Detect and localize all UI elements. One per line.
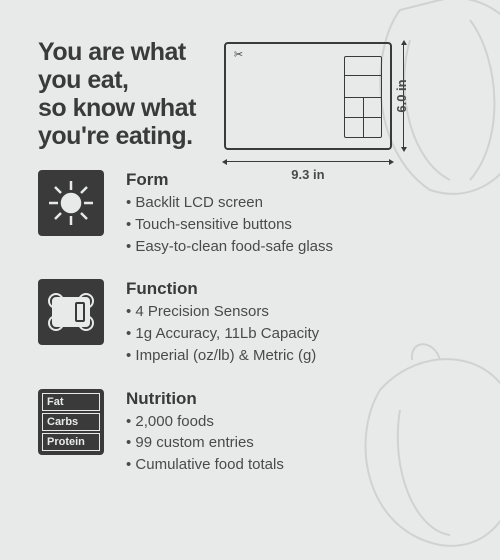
- form-bullet: Easy-to-clean food-safe glass: [126, 236, 333, 258]
- function-bullet: 1g Accuracy, 11Lb Capacity: [126, 323, 319, 345]
- features-list: Form Backlit LCD screen Touch-sensitive …: [0, 150, 500, 476]
- nutrition-bullet: Cumulative food totals: [126, 454, 284, 476]
- nutri-row-protein: Protein: [42, 433, 100, 451]
- sun-backlit-icon: [38, 170, 104, 236]
- feature-function: Function 4 Precision Sensors 1g Accuracy…: [38, 279, 470, 366]
- hero-section: You are what you eat, so know what you'r…: [0, 0, 500, 150]
- function-title: Function: [126, 279, 319, 299]
- nutrition-table-icon: Fat Carbs Protein: [38, 389, 104, 455]
- width-label: 9.3 in: [291, 167, 324, 182]
- device-diagram: ✂ 6.0 in 9.3 in: [224, 42, 392, 150]
- headline-line2: you eat,: [38, 66, 196, 94]
- nutri-row-carbs: Carbs: [42, 413, 100, 431]
- nutri-row-fat: Fat: [42, 393, 100, 411]
- device-logo: ✂: [234, 48, 243, 61]
- function-bullet: Imperial (oz/lb) & Metric (g): [126, 345, 319, 367]
- feature-form: Form Backlit LCD screen Touch-sensitive …: [38, 170, 470, 257]
- height-label: 6.0 in: [394, 79, 409, 112]
- device-outline: ✂: [224, 42, 392, 150]
- headline-line3: so know what: [38, 94, 196, 122]
- device-screen: [344, 56, 382, 138]
- feature-nutrition: Fat Carbs Protein Nutrition 2,000 foods …: [38, 389, 470, 476]
- headline: You are what you eat, so know what you'r…: [38, 38, 196, 150]
- form-bullet: Backlit LCD screen: [126, 192, 333, 214]
- headline-line1: You are what: [38, 38, 196, 66]
- form-bullet: Touch-sensitive buttons: [126, 214, 333, 236]
- headline-line4: you're eating.: [38, 122, 196, 150]
- nutrition-bullet: 99 custom entries: [126, 432, 284, 454]
- sensors-scale-icon: [38, 279, 104, 345]
- nutrition-bullet: 2,000 foods: [126, 411, 284, 433]
- nutrition-title: Nutrition: [126, 389, 284, 409]
- function-bullet: 4 Precision Sensors: [126, 301, 319, 323]
